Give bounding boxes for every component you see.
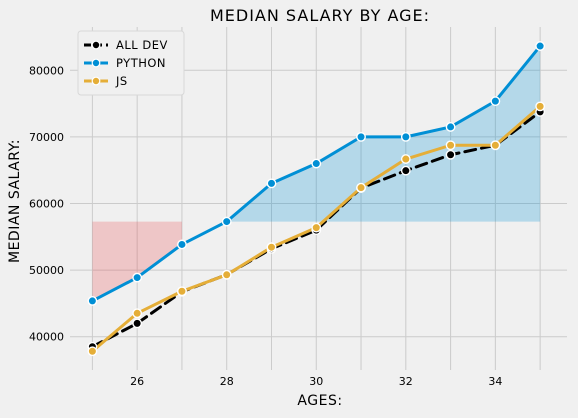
data-point-js [490, 140, 501, 151]
series-points [87, 41, 546, 357]
fill-below-threshold [92, 221, 182, 301]
data-point-js [132, 308, 143, 319]
x-tick-label: 32 [399, 375, 413, 388]
data-point-js [356, 182, 366, 193]
data-point-python [445, 122, 456, 132]
data-point-js [87, 346, 98, 357]
data-point-all-dev [132, 318, 143, 329]
legend-marker-all-dev [91, 40, 101, 50]
legend-label-all-dev: ALL DEV [116, 38, 168, 52]
x-tick-label: 34 [488, 375, 502, 388]
x-tick-label: 26 [130, 375, 144, 388]
data-point-python [400, 131, 411, 142]
data-point-all-dev [400, 165, 411, 176]
legend-marker-python [91, 58, 101, 68]
data-point-js [311, 222, 322, 233]
legend-marker-js [91, 76, 101, 86]
x-tick-labels: 26 28 30 32 34 [130, 375, 502, 388]
data-point-python [490, 96, 501, 107]
series-line-all-dev [90, 110, 542, 349]
x-tick-label: 30 [309, 375, 323, 388]
data-point-js [445, 140, 456, 151]
fill-above-threshold [226, 46, 541, 222]
legend: ALL DEV PYTHON JS [77, 30, 185, 96]
data-point-all-dev [445, 149, 456, 160]
y-axis-title: MEDIAN SALARY: [7, 139, 23, 263]
y-tick-label: 70000 [29, 131, 64, 144]
legend-box [77, 30, 185, 96]
y-tick-labels: 40000 50000 60000 70000 80000 [29, 64, 64, 343]
data-point-js [400, 154, 411, 164]
data-point-python [311, 158, 322, 169]
legend-label-python: PYTHON [116, 56, 166, 70]
x-axis-title: AGES: [297, 393, 342, 409]
data-point-python [177, 239, 187, 250]
data-point-js [535, 101, 546, 112]
legend-label-js: JS [115, 74, 128, 88]
data-point-python [356, 131, 366, 142]
data-point-python [87, 296, 98, 306]
data-point-python [535, 41, 546, 51]
x-tick-label: 28 [220, 375, 234, 388]
data-point-python [266, 178, 277, 189]
y-tick-label: 50000 [29, 264, 64, 277]
data-point-js [177, 286, 187, 297]
chart-title: MEDIAN SALARY BY AGE: [210, 6, 430, 25]
y-tick-label: 60000 [29, 197, 64, 210]
data-point-python [132, 272, 143, 283]
data-point-python [221, 216, 232, 227]
y-tick-label: 80000 [29, 64, 64, 77]
fill-areas [92, 46, 541, 301]
data-point-js [221, 269, 232, 280]
data-point-js [266, 242, 277, 253]
y-tick-label: 40000 [29, 331, 64, 344]
